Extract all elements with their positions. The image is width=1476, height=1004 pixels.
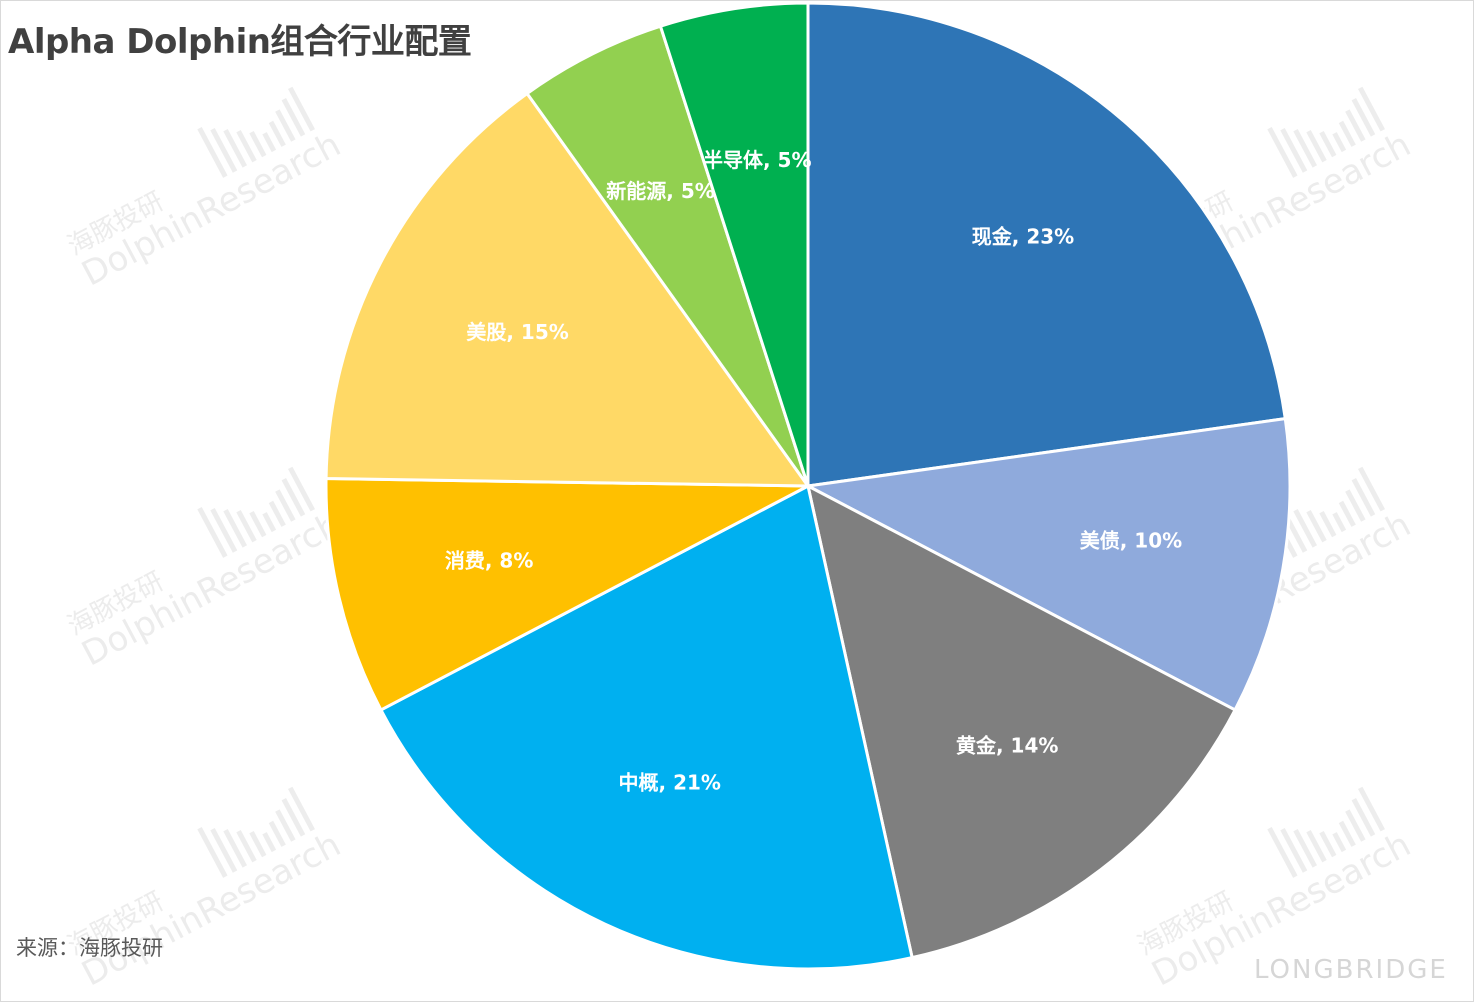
slice-label-4: 中概, 21% [619, 770, 721, 794]
watermark-logo [197, 466, 315, 558]
pie-slice-6 [324, 91, 810, 488]
pie-slice-1 [806, 1, 1287, 488]
slice-label-2: 美债, 10% [1080, 528, 1182, 552]
slice-label-7: 新能源, 5% [606, 179, 715, 203]
watermark-logo [1267, 86, 1385, 178]
slice-label-3: 黄金, 14% [956, 733, 1058, 757]
watermark-logo [197, 786, 315, 878]
slice-label-5: 消费, 8% [445, 548, 534, 572]
brand-logo: LONGBRIDGE [1254, 955, 1448, 985]
pie-slice-5 [324, 476, 810, 712]
pie-slice-8 [658, 1, 810, 488]
pie-labels: 现金, 23% 美债, 10% 黄金, 14% 中概, 21% 消费, 8% 美股, 15… [445, 148, 1182, 794]
pie-slice-2 [806, 417, 1292, 712]
watermark-logo [197, 86, 315, 178]
pie-slice-7 [525, 24, 810, 488]
slice-label-8: 半导体, 5% [703, 148, 812, 172]
chart-title: Alpha Dolphin组合行业配置 [8, 22, 472, 62]
pie-slice-4 [379, 484, 914, 971]
pie-slices [324, 1, 1292, 971]
watermark-logo [1267, 786, 1385, 878]
pie-slice-3 [806, 484, 1237, 960]
slice-label-1: 现金, 23% [972, 225, 1074, 249]
source-note: 来源：海豚投研 [16, 936, 163, 960]
slice-label-6: 美股, 15% [466, 320, 568, 344]
